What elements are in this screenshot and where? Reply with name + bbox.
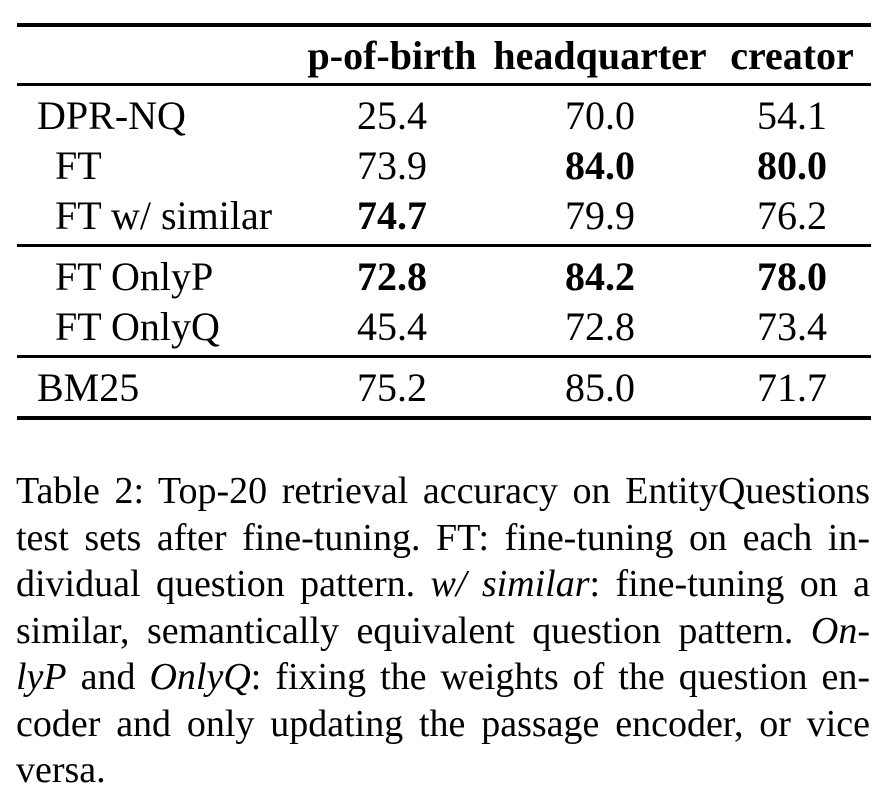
table-group-rule (17, 355, 871, 358)
caption-line: similar, semantically equivalent questio… (16, 608, 870, 655)
column-header-p-of-birth: p-of-birth (307, 32, 477, 78)
row-label: FT (55, 142, 102, 188)
caption-segment: OnlyQ (149, 656, 251, 698)
caption-segment: : fine-tuning on a (589, 563, 870, 605)
table-row: FT OnlyP 72.8 84.2 78.0 (17, 251, 871, 301)
cell-value: 73.4 (757, 303, 827, 349)
table-header-row: p-of-birth headquarter creator (17, 27, 871, 83)
cell-value: 84.0 (565, 142, 635, 188)
cell-value: 84.2 (565, 253, 635, 299)
caption-line: lyP and OnlyQ: fixing the weights of the… (16, 654, 870, 701)
table-group: DPR-NQ 25.4 70.0 54.1 FT 73.9 84.0 80.0 FT w/ si… (17, 86, 871, 244)
row-label: FT OnlyP (55, 253, 214, 299)
table-row: BM25 75.2 85.0 71.7 (17, 362, 871, 412)
caption-segment: w/ similar (430, 563, 590, 605)
caption-line: versa. (16, 747, 870, 794)
cell-value: 54.1 (757, 92, 827, 138)
caption-segment: versa. (16, 749, 106, 791)
caption-segment: test sets after fine-tuning. FT: fine-tu… (16, 516, 870, 559)
cell-value: 45.4 (357, 303, 427, 349)
results-table: p-of-birth headquarter creator DPR-NQ 25.… (17, 23, 871, 420)
cell-value: 72.8 (357, 253, 427, 299)
cell-value: 71.7 (757, 364, 827, 410)
caption-segment: lyP (16, 656, 67, 698)
table-group: FT OnlyP 72.8 84.2 78.0 FT OnlyQ 45.4 72.8 73.4 (17, 247, 871, 355)
row-label: DPR-NQ (37, 92, 186, 138)
table-group: BM25 75.2 85.0 71.7 (17, 358, 871, 416)
caption-segment: Table 2: Top-20 retrieval accuracy on En… (16, 470, 870, 512)
cell-value: 70.0 (565, 92, 635, 138)
table-row: FT w/ similar 74.7 79.9 76.2 (17, 190, 871, 240)
cell-value: 75.2 (357, 364, 427, 410)
column-header-creator: creator (730, 32, 854, 78)
caption-segment: similar, semantically equivalent questio… (16, 609, 811, 652)
caption-segment: and (66, 656, 150, 698)
caption-segment: coder and only updating the passage enco… (16, 702, 870, 745)
table-body: DPR-NQ 25.4 70.0 54.1 FT 73.9 84.0 80.0 FT w/ si… (17, 86, 871, 420)
cell-value: 79.9 (565, 192, 635, 238)
table-group-rule (17, 244, 871, 247)
table-bottom-rule (17, 416, 871, 420)
cell-value: 80.0 (757, 142, 827, 188)
caption-segment: dividual question pattern. (16, 563, 431, 605)
caption-line: Table 2: Top-20 retrieval accuracy on En… (16, 468, 870, 515)
row-label: FT OnlyQ (55, 303, 220, 349)
caption-line: dividual question pattern. w/ similar: f… (16, 561, 870, 608)
table-caption: Table 2: Top-20 retrieval accuracy on En… (16, 468, 870, 794)
table-top-rule (17, 23, 871, 27)
cell-value: 85.0 (565, 364, 635, 410)
table-row: FT 73.9 84.0 80.0 (17, 140, 871, 190)
caption-segment: : fixing the weights of the question en- (250, 656, 870, 698)
cell-value: 73.9 (357, 142, 427, 188)
row-label: FT w/ similar (55, 192, 273, 238)
cell-value: 76.2 (757, 192, 827, 238)
column-header-headquarter: headquarter (493, 32, 707, 78)
table-row: FT OnlyQ 45.4 72.8 73.4 (17, 301, 871, 351)
cell-value: 25.4 (357, 92, 427, 138)
caption-line: test sets after fine-tuning. FT: fine-tu… (16, 515, 870, 562)
table-row: DPR-NQ 25.4 70.0 54.1 (17, 90, 871, 140)
caption-line: coder and only updating the passage enco… (16, 701, 870, 748)
cell-value: 78.0 (757, 253, 827, 299)
cell-value: 72.8 (565, 303, 635, 349)
row-label: BM25 (37, 364, 140, 410)
table-header-rule (17, 83, 871, 86)
cell-value: 74.7 (357, 192, 427, 238)
caption-segment: On- (810, 609, 870, 652)
